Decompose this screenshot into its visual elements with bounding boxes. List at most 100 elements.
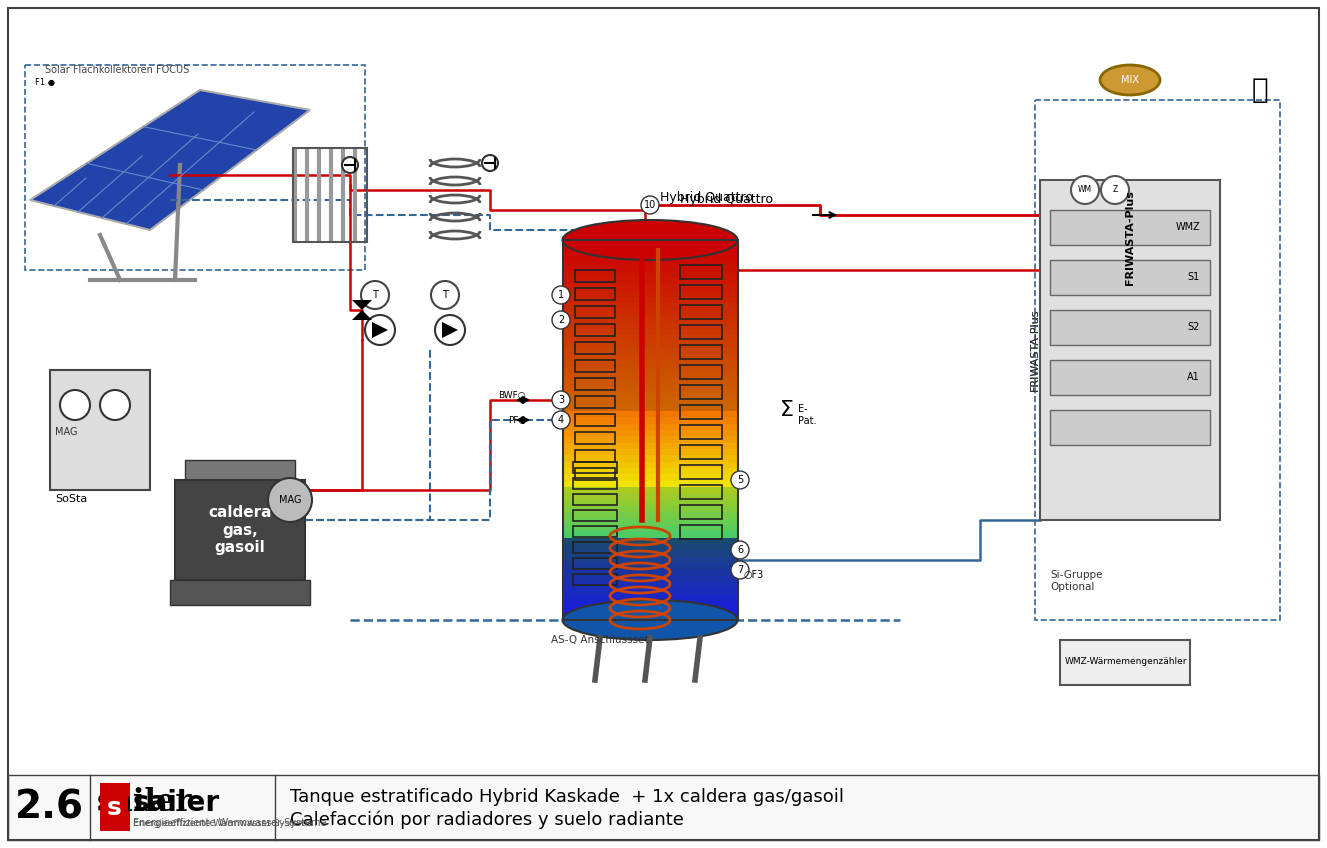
Circle shape	[60, 390, 90, 420]
Bar	[563, 284, 738, 291]
Text: A1: A1	[1188, 372, 1200, 382]
Bar	[563, 601, 738, 608]
Text: Solar Flachkollektoren FOCUS: Solar Flachkollektoren FOCUS	[45, 65, 190, 75]
Text: 2: 2	[557, 315, 564, 325]
Bar	[563, 322, 738, 329]
Bar	[1035, 100, 1281, 620]
Bar	[563, 532, 738, 538]
Bar	[563, 342, 738, 349]
Text: PF○: PF○	[508, 416, 527, 425]
Bar	[1050, 360, 1210, 395]
Bar	[563, 525, 738, 532]
Bar	[575, 468, 614, 480]
Bar	[575, 342, 614, 354]
Text: E-
Pat.: E- Pat.	[798, 404, 816, 426]
Text: S2: S2	[1188, 322, 1200, 332]
Bar	[563, 360, 738, 367]
Ellipse shape	[1100, 65, 1160, 95]
Bar	[679, 425, 722, 439]
Circle shape	[731, 471, 748, 489]
Bar	[100, 785, 127, 830]
Bar	[50, 370, 150, 490]
Text: caldera
gas,
gasoil: caldera gas, gasoil	[208, 505, 272, 555]
Text: WM: WM	[1078, 186, 1092, 194]
Bar	[563, 310, 738, 316]
Bar	[679, 505, 722, 519]
Bar	[679, 465, 722, 479]
Text: MIX: MIX	[1121, 75, 1139, 85]
Bar	[563, 556, 738, 564]
Circle shape	[731, 561, 748, 579]
Bar	[573, 526, 617, 537]
Bar	[563, 607, 738, 614]
Bar	[679, 385, 722, 399]
Bar	[563, 576, 738, 583]
Text: 10: 10	[644, 200, 656, 210]
Bar	[563, 404, 738, 411]
Text: T: T	[442, 290, 449, 300]
Bar	[563, 544, 738, 551]
Text: Energieeffiziente Warmwasser-Systeme: Energieeffiziente Warmwasser-Systeme	[133, 818, 313, 828]
Bar	[175, 480, 305, 580]
Bar	[679, 445, 722, 459]
Ellipse shape	[563, 600, 738, 640]
Circle shape	[1071, 176, 1099, 204]
Bar	[563, 329, 738, 336]
Bar	[100, 783, 130, 831]
Bar	[563, 271, 738, 278]
Bar	[563, 461, 738, 468]
Bar	[563, 240, 738, 620]
Bar	[679, 305, 722, 319]
Bar	[170, 580, 311, 605]
Bar	[563, 550, 738, 557]
Bar	[575, 414, 614, 426]
Circle shape	[431, 281, 459, 309]
Text: T: T	[372, 290, 378, 300]
Bar	[563, 430, 738, 437]
Bar	[563, 468, 738, 475]
Text: Σ: Σ	[780, 400, 794, 420]
Circle shape	[552, 411, 571, 429]
Bar	[563, 563, 738, 570]
Circle shape	[100, 390, 130, 420]
Bar	[563, 348, 738, 354]
Bar	[563, 265, 738, 272]
Bar	[563, 417, 738, 424]
Bar	[563, 335, 738, 342]
Bar	[1040, 180, 1220, 520]
Circle shape	[342, 157, 358, 173]
Text: FRIWASTA-Plus: FRIWASTA-Plus	[1125, 190, 1135, 285]
Bar	[1060, 640, 1190, 685]
Bar	[679, 365, 722, 379]
Bar	[563, 519, 738, 526]
Text: Z: Z	[1112, 186, 1117, 194]
Circle shape	[552, 286, 571, 304]
Bar	[573, 558, 617, 569]
Bar	[575, 360, 614, 372]
Text: 1: 1	[557, 290, 564, 300]
Text: WMZ-Wärmemengenzähler: WMZ-Wärmemengenzähler	[1066, 657, 1188, 667]
Text: 6: 6	[736, 545, 743, 555]
Bar	[563, 594, 738, 601]
Bar	[679, 525, 722, 539]
Circle shape	[435, 315, 464, 345]
Bar	[563, 582, 738, 589]
Bar	[563, 474, 738, 481]
Text: FRIWASTA-Plus: FRIWASTA-Plus	[1030, 309, 1040, 391]
Bar	[563, 614, 738, 621]
Bar	[575, 432, 614, 444]
Text: S1: S1	[1188, 272, 1200, 282]
Bar	[563, 253, 738, 259]
Bar	[563, 487, 738, 494]
Bar	[563, 373, 738, 380]
Bar	[563, 424, 738, 431]
Bar	[563, 297, 738, 304]
Bar	[563, 437, 738, 444]
Text: Si-Gruppe
Optional: Si-Gruppe Optional	[1050, 570, 1103, 592]
Text: s: s	[106, 796, 121, 820]
Bar	[679, 345, 722, 359]
Bar	[573, 574, 617, 585]
Bar	[563, 589, 738, 595]
Text: Hybrid Quattro: Hybrid Quattro	[679, 193, 774, 207]
Text: F1 ●: F1 ●	[35, 78, 54, 87]
